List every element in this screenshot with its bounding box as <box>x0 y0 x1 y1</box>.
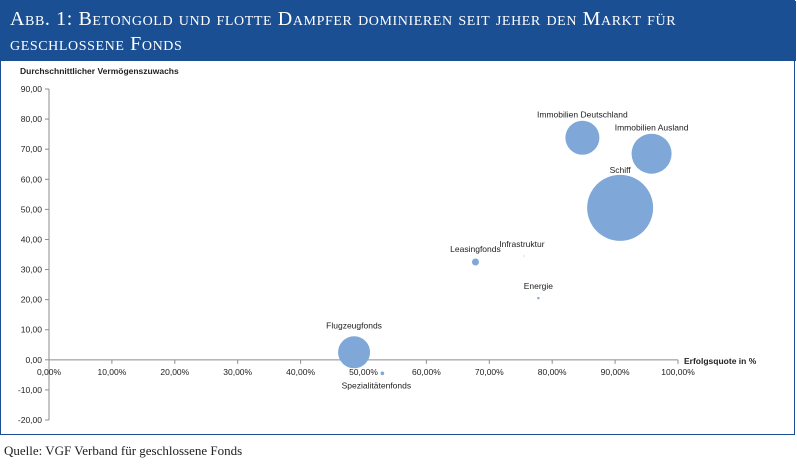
figure-title: Abb. 1: Betongold und flotte Dampfer dom… <box>10 8 677 55</box>
y-tick-label: 20,00 <box>21 295 43 305</box>
y-tick-label: 0,00 <box>25 355 42 365</box>
x-tick-label: 0,00% <box>37 367 62 377</box>
x-tick-label: 100,00% <box>661 367 695 377</box>
y-tick-label: 70,00 <box>21 144 43 154</box>
y-tick-label: 80,00 <box>21 114 43 124</box>
bubble-schiff <box>587 174 654 241</box>
y-tick-label: 50,00 <box>21 204 43 214</box>
title-banner: Abb. 1: Betongold und flotte Dampfer dom… <box>1 1 796 61</box>
y-axis-label: Durchschnittlicher Vermögenszuwachs <box>20 66 179 76</box>
x-tick-label: 70,00% <box>475 367 504 377</box>
y-tick-label: 60,00 <box>21 174 43 184</box>
bubble-immobilien-ausland <box>631 133 672 174</box>
bubble-label-flugzeugfonds: Flugzeugfonds <box>326 320 382 330</box>
x-tick-label: 50,00% <box>349 367 378 377</box>
bubble-infrastruktur <box>523 255 525 257</box>
x-tick-labels: 0,00% 10,00% 20,00% 30,00% 40,00% 50,00% 60,00… <box>37 367 695 377</box>
y-tick-labels: 90,00 80,00 70,00 60,00 50,00 40,00 30,00 20,00… <box>18 84 42 425</box>
y-tick-label: 40,00 <box>21 234 43 244</box>
y-tick-label: 10,00 <box>21 325 43 335</box>
bubble-labels: Immobilien Deutschland Immobilien Ausland… <box>326 110 689 391</box>
x-tick-label: 20,00% <box>160 367 189 377</box>
axes <box>45 88 679 421</box>
y-tick-label: 30,00 <box>21 265 43 275</box>
bubble-immobilien-deutschland <box>565 120 600 155</box>
figure-frame: Abb. 1: Betongold und flotte Dampfer dom… <box>0 0 796 435</box>
chart-panel: Durchschnittlicher Vermögenszuwachs Erfo… <box>4 61 793 432</box>
y-tick-label: -10,00 <box>18 385 42 395</box>
x-tick-label: 80,00% <box>538 367 567 377</box>
x-axis-label: Erfolgsquote in % <box>684 356 757 366</box>
bubble-energie <box>537 296 540 300</box>
bubble-leasingfonds <box>471 258 479 266</box>
bubble-label-schiff: Schiff <box>610 165 632 175</box>
source-note: Quelle: VGF Verband für geschlossene Fon… <box>4 443 243 458</box>
bubble-label-leasingfonds: Leasingfonds <box>450 244 501 254</box>
bubble-label-immobilien-ausland: Immobilien Ausland <box>615 123 689 133</box>
y-tick-label: 90,00 <box>21 84 43 94</box>
bubble-label-spezialit-tenfonds: Spezialitätenfonds <box>342 380 411 390</box>
bubble-label-energie: Energie <box>524 281 554 291</box>
bubble-spezialit-tenfonds <box>380 371 385 376</box>
x-tick-label: 60,00% <box>412 367 441 377</box>
bubble-label-infrastruktur: Infrastruktur <box>499 239 545 249</box>
bubble-chart: Durchschnittlicher Vermögenszuwachs Erfo… <box>18 66 757 425</box>
bubble-label-immobilien-deutschland: Immobilien Deutschland <box>537 110 628 120</box>
x-tick-label: 90,00% <box>601 367 630 377</box>
x-tick-label: 40,00% <box>286 367 315 377</box>
x-tick-label: 30,00% <box>223 367 252 377</box>
bubble-flugzeugfonds <box>338 336 371 369</box>
y-tick-label: -20,00 <box>18 415 42 425</box>
x-tick-label: 10,00% <box>97 367 126 377</box>
bubbles <box>338 120 672 376</box>
